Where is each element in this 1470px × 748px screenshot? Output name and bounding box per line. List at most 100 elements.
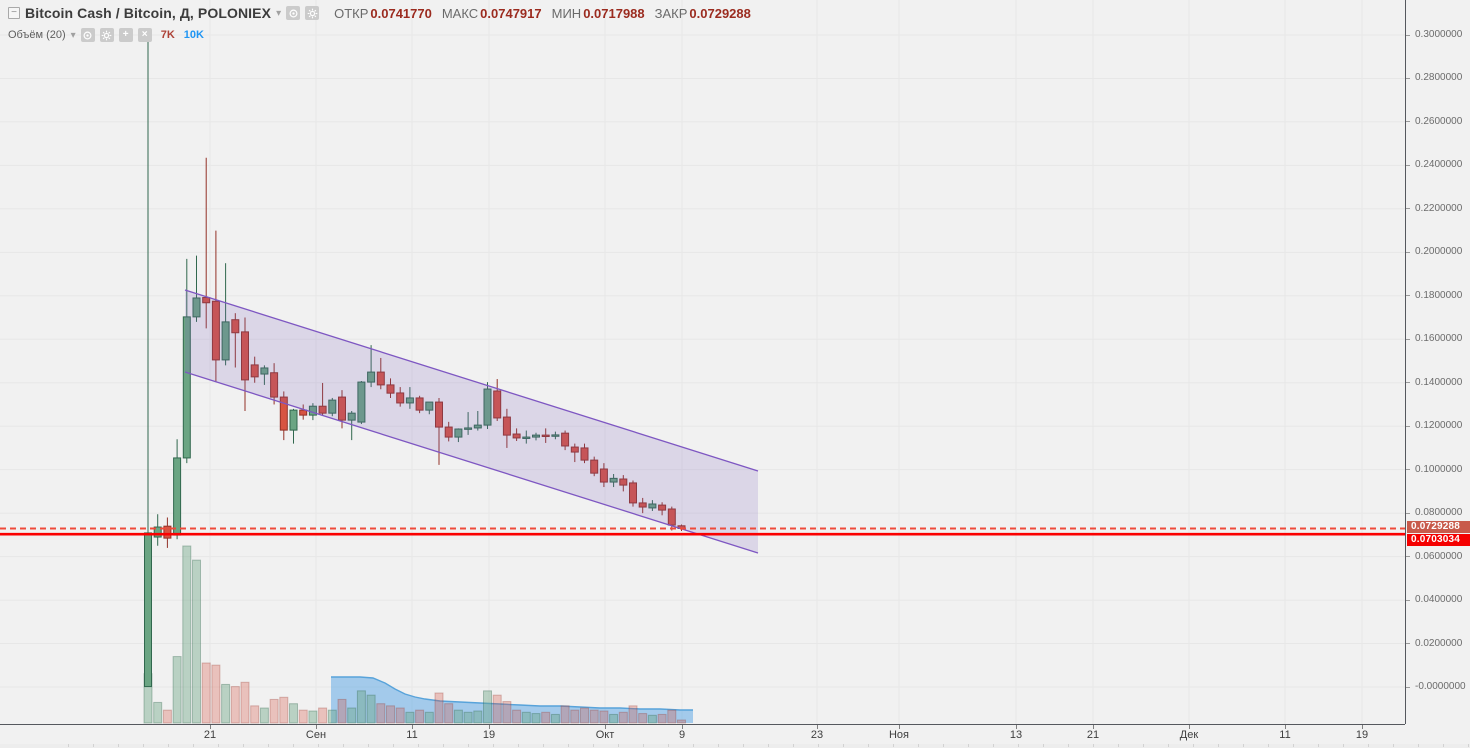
candle-body	[250, 364, 259, 378]
candle-body	[638, 502, 647, 508]
candle-body	[483, 388, 492, 426]
volume-bar	[531, 713, 541, 724]
time-tick	[1093, 725, 1094, 729]
price-tick-label: 0.1200000	[1415, 420, 1463, 432]
price-tick-label: 0.0200000	[1415, 637, 1463, 649]
price-axis[interactable]: 0.3000000 0.2800000 0.2600000 0.2400000 0.22…	[1405, 0, 1470, 724]
volume-bar	[347, 707, 357, 724]
ruler-tick	[993, 744, 994, 747]
bottom-ruler	[0, 744, 1470, 748]
volume-bar	[386, 705, 395, 724]
ruler-tick	[1193, 744, 1194, 747]
candle-body	[289, 409, 298, 431]
volume-bar	[405, 711, 415, 724]
volume-bar	[599, 710, 609, 724]
price-tick-label: 0.1000000	[1415, 463, 1463, 475]
indicator-title[interactable]: Объём (20)	[8, 29, 66, 41]
high-value: 0.0747917	[480, 5, 542, 21]
ruler-tick	[1218, 744, 1219, 747]
ruler-tick	[1168, 744, 1169, 747]
price-tick-label: 0.2000000	[1415, 246, 1463, 258]
volume-bar	[550, 713, 560, 724]
ruler-tick	[1268, 744, 1269, 747]
volume-bar	[182, 545, 192, 724]
volume-bar	[444, 703, 454, 724]
time-tick-label: 21	[203, 729, 217, 741]
candle-body	[561, 432, 570, 447]
chevron-down-icon[interactable]: ▾	[276, 7, 282, 19]
time-tick-label: 13	[1009, 729, 1023, 741]
candle-body	[144, 532, 152, 688]
volume-bar	[618, 711, 628, 724]
eye-icon[interactable]	[286, 6, 301, 20]
candle-body	[629, 482, 637, 504]
ruler-tick	[68, 744, 69, 747]
volume-bar	[211, 664, 221, 724]
time-axis[interactable]: 21 Сен 11 19 Окт 9 23 Ноя 13 21 Дек 11 19	[0, 724, 1405, 744]
channel-upper-line[interactable]	[184, 289, 759, 472]
volume-bar	[609, 713, 619, 724]
last-price-badge: 0.0729288	[1407, 521, 1470, 533]
volume-bar	[221, 683, 231, 724]
candle-body	[493, 390, 502, 419]
candle-body	[473, 424, 482, 429]
price-tick	[1406, 469, 1410, 471]
price-tick	[1406, 77, 1410, 79]
volume-ma-line	[331, 676, 693, 711]
ruler-tick	[693, 744, 694, 747]
candle-body	[464, 427, 473, 430]
time-tick	[899, 725, 900, 729]
candle-body	[522, 436, 531, 439]
candle-body	[590, 459, 599, 474]
ruler-tick	[1443, 744, 1444, 747]
volume-bar	[172, 656, 182, 724]
price-tick-label: 0.1600000	[1415, 333, 1463, 345]
time-tick	[1362, 725, 1363, 729]
price-tick-label: 0.0800000	[1415, 507, 1463, 519]
ruler-tick	[818, 744, 819, 747]
open-value: 0.0741770	[370, 5, 432, 21]
add-icon[interactable]: +	[118, 28, 133, 42]
candle-body	[386, 384, 395, 394]
channel-fill[interactable]	[185, 290, 758, 553]
volume-bar	[560, 705, 570, 724]
volume-bar	[415, 709, 425, 724]
ruler-tick	[1418, 744, 1419, 747]
candle-body	[260, 367, 269, 375]
ruler-tick	[1318, 744, 1319, 747]
volume-bar	[521, 711, 531, 724]
volume-bar	[318, 707, 328, 724]
gear-icon[interactable]	[99, 28, 114, 42]
price-tick	[1406, 338, 1410, 340]
legend-collapse-icon[interactable]: −	[8, 7, 20, 19]
channel-lower-line[interactable]	[184, 371, 759, 554]
chevron-down-icon[interactable]: ▾	[70, 29, 76, 41]
close-icon[interactable]: ×	[137, 28, 152, 42]
price-tick	[1406, 643, 1410, 645]
volume-bar	[298, 709, 308, 724]
volume-bar	[512, 709, 522, 724]
price-tick	[1406, 686, 1410, 688]
time-tick-label: Окт	[595, 729, 615, 741]
candle-body	[532, 434, 540, 438]
candle-body	[241, 331, 249, 381]
volume-bar	[647, 714, 657, 724]
price-tick-label: 0.0600000	[1415, 550, 1463, 562]
candle-body	[512, 433, 521, 439]
volume-bar	[453, 709, 463, 724]
time-tick	[1016, 725, 1017, 729]
eye-icon[interactable]	[80, 28, 95, 42]
candle-body	[396, 392, 405, 404]
symbol-title[interactable]: Bitcoin Cash / Bitcoin, Д, POLONIEX	[25, 5, 272, 21]
volume-bar	[308, 710, 318, 724]
alert-price-badge: 0.0703034	[1407, 534, 1470, 547]
ruler-tick	[1293, 744, 1294, 747]
candle-body	[502, 416, 511, 436]
ruler-tick	[593, 744, 594, 747]
price-tick	[1406, 251, 1410, 253]
gear-icon[interactable]	[305, 6, 320, 20]
candle-body	[541, 434, 550, 438]
legend: − Bitcoin Cash / Bitcoin, Д, POLONIEX ▾ …	[8, 5, 751, 42]
price-pane-svg[interactable]	[0, 0, 1405, 724]
